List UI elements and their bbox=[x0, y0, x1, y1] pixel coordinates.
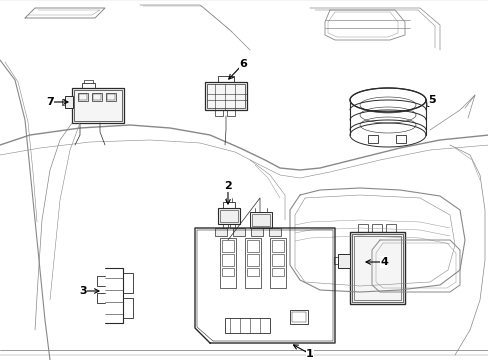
Bar bbox=[226, 110, 235, 116]
Text: 6: 6 bbox=[239, 59, 246, 69]
Bar bbox=[250, 228, 263, 236]
Bar bbox=[74, 90, 122, 121]
Bar bbox=[289, 310, 307, 324]
Bar bbox=[222, 268, 234, 276]
Bar bbox=[222, 240, 234, 252]
Bar bbox=[72, 88, 124, 123]
Bar bbox=[206, 84, 244, 108]
Bar bbox=[351, 234, 402, 302]
Bar bbox=[367, 135, 377, 143]
Bar bbox=[78, 93, 88, 101]
Bar bbox=[107, 94, 115, 100]
Bar bbox=[357, 224, 367, 232]
Bar bbox=[271, 240, 284, 252]
Bar bbox=[271, 268, 284, 276]
Bar bbox=[395, 135, 405, 143]
Bar bbox=[291, 312, 305, 322]
Bar bbox=[246, 268, 259, 276]
Bar bbox=[232, 228, 244, 236]
Bar bbox=[65, 96, 73, 108]
Bar bbox=[204, 82, 246, 110]
Bar bbox=[93, 94, 101, 100]
Text: 3: 3 bbox=[79, 286, 87, 296]
Bar bbox=[269, 238, 285, 288]
Bar bbox=[222, 254, 234, 266]
Bar bbox=[349, 232, 404, 304]
Bar bbox=[251, 214, 269, 226]
Bar bbox=[79, 94, 87, 100]
Bar bbox=[244, 238, 261, 288]
Text: 7: 7 bbox=[46, 97, 54, 107]
Bar bbox=[215, 110, 223, 116]
Bar bbox=[246, 240, 259, 252]
Bar bbox=[371, 224, 381, 232]
Bar bbox=[92, 93, 102, 101]
Bar bbox=[223, 224, 227, 228]
Text: 1: 1 bbox=[305, 349, 313, 359]
Bar bbox=[246, 254, 259, 266]
Bar bbox=[385, 224, 395, 232]
Bar bbox=[218, 208, 240, 224]
Bar bbox=[268, 228, 281, 236]
Text: 2: 2 bbox=[224, 181, 231, 191]
Text: 5: 5 bbox=[427, 95, 435, 105]
Bar bbox=[229, 224, 235, 228]
Text: 4: 4 bbox=[379, 257, 387, 267]
Bar bbox=[249, 212, 271, 228]
Bar bbox=[337, 254, 349, 268]
Bar bbox=[353, 236, 400, 300]
Bar bbox=[106, 93, 116, 101]
Bar bbox=[271, 254, 284, 266]
Bar bbox=[220, 238, 236, 288]
Bar bbox=[220, 210, 238, 222]
Bar bbox=[215, 228, 226, 236]
Bar bbox=[224, 318, 269, 333]
